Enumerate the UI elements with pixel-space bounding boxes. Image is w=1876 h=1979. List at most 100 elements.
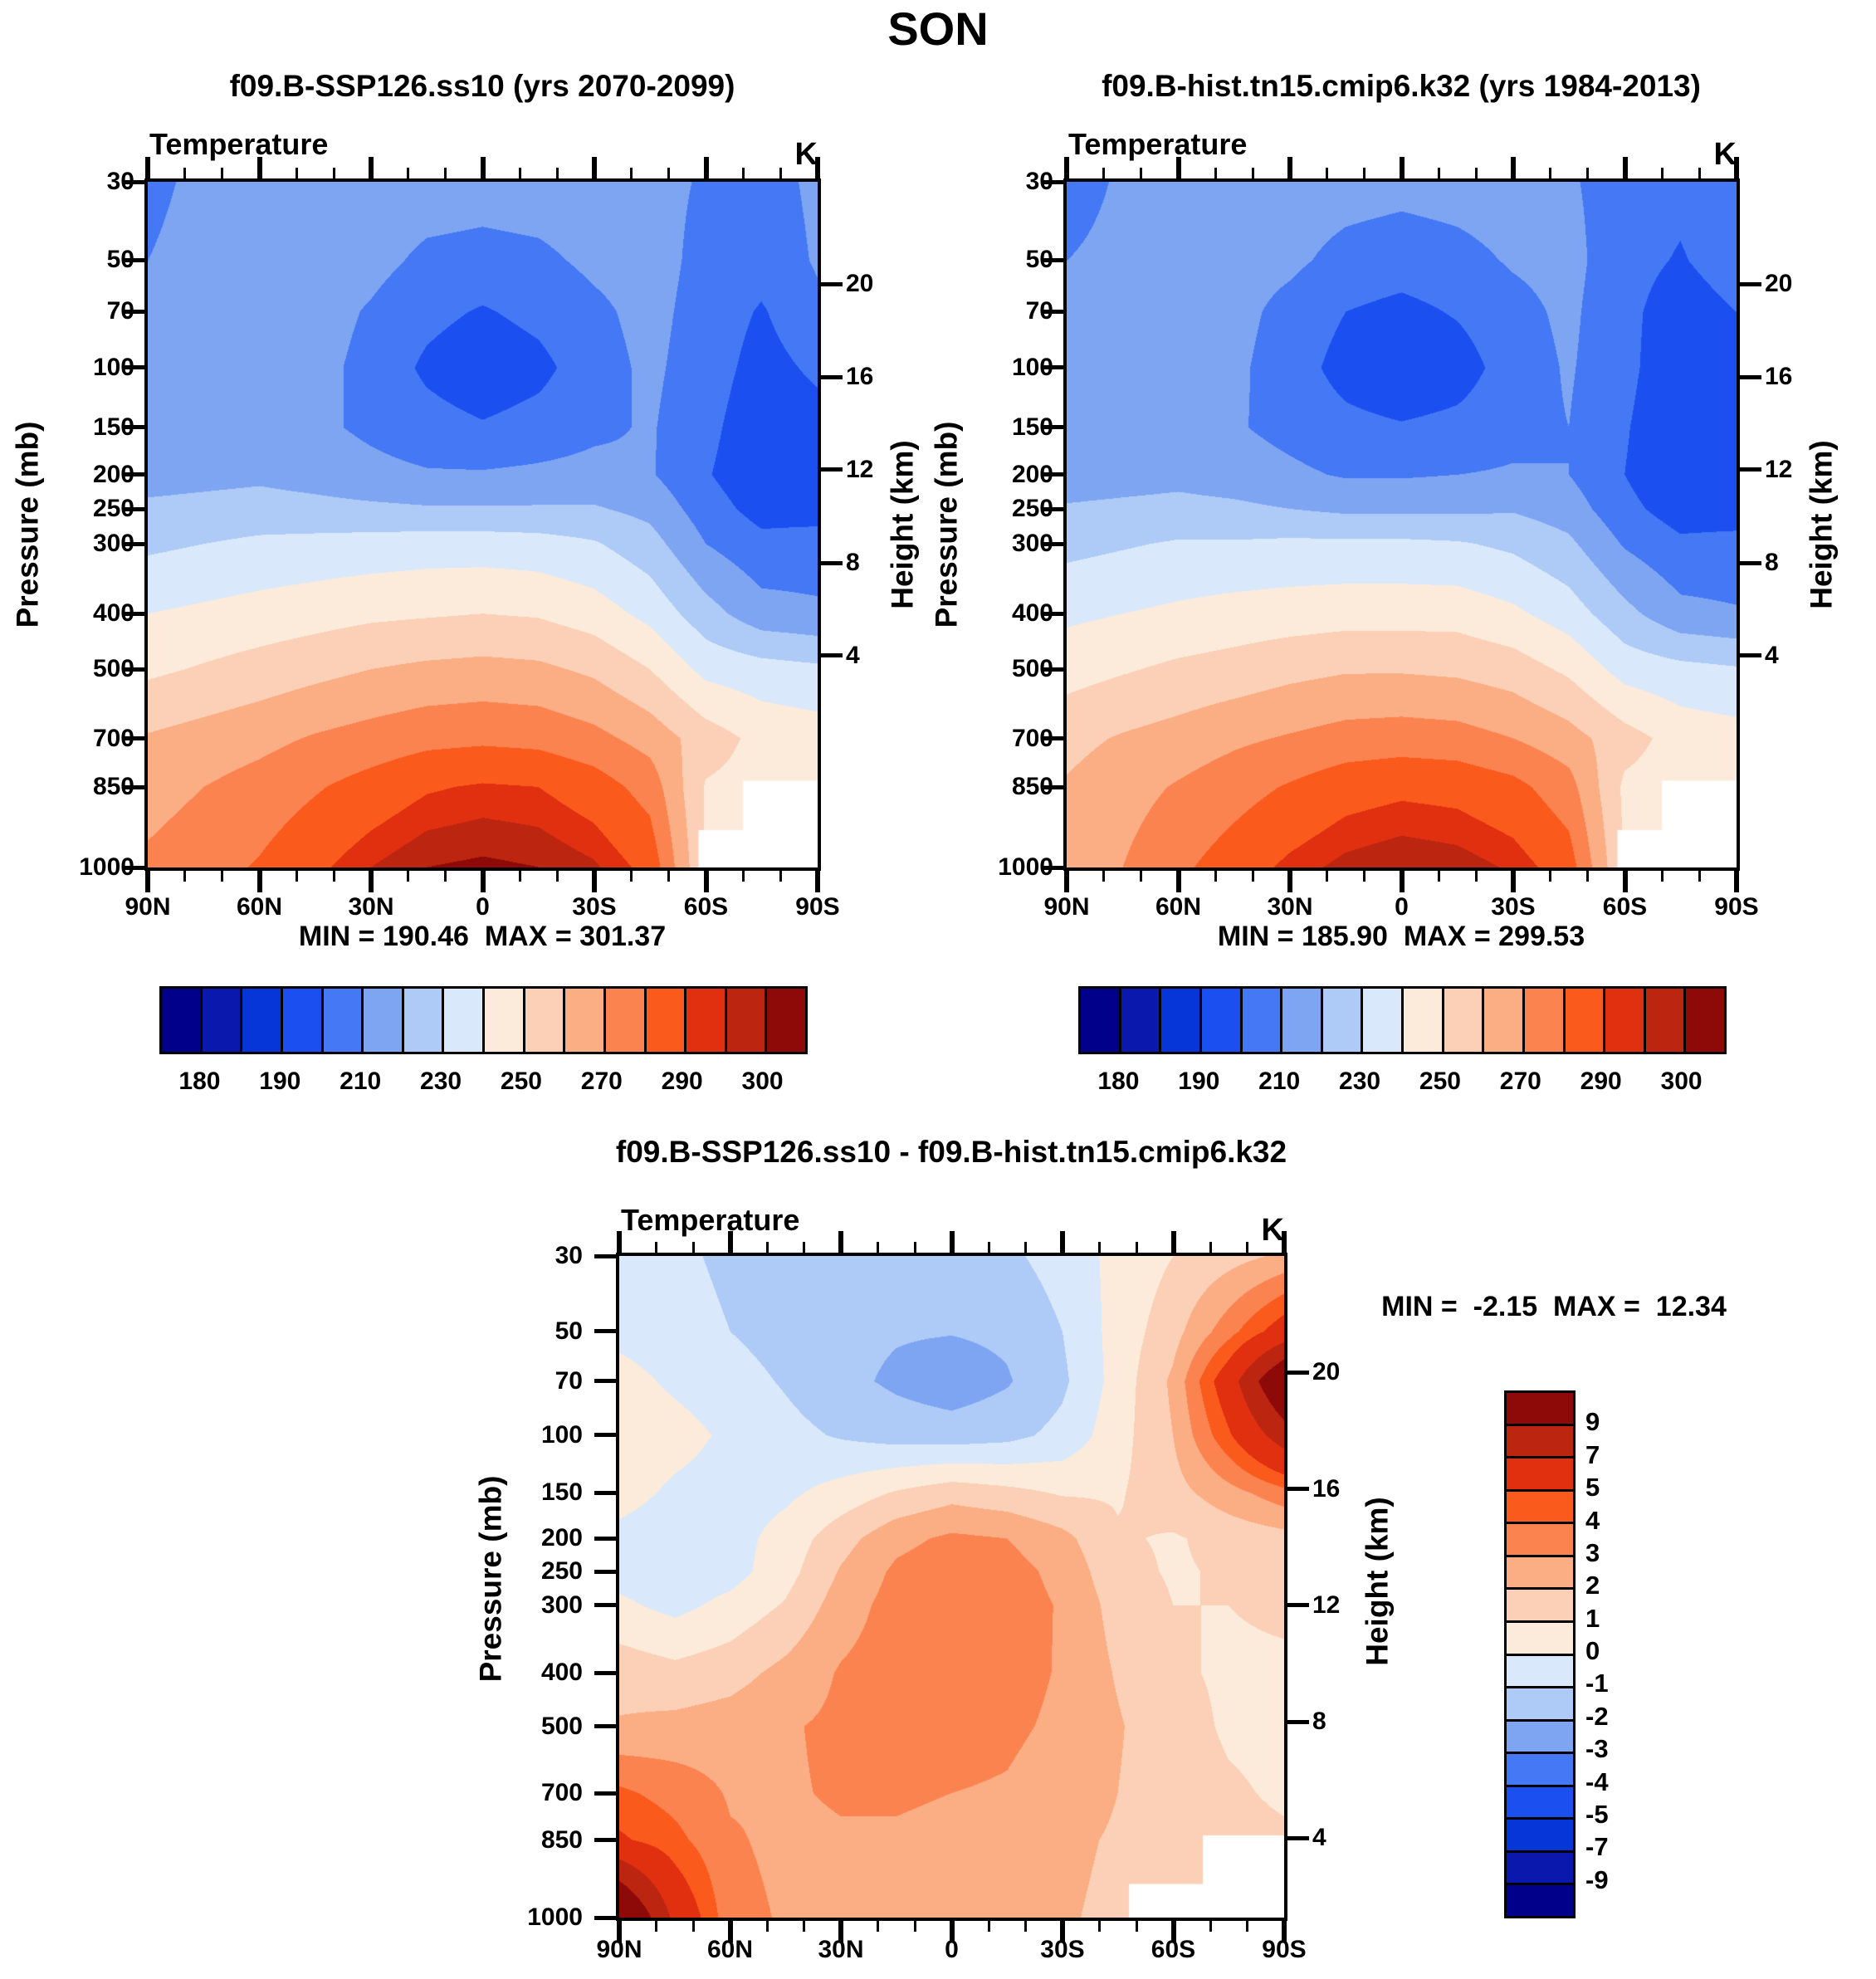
x-axis-tick xyxy=(1549,871,1552,882)
x-tick-label: 60S xyxy=(683,893,729,921)
x-axis-tick xyxy=(480,871,486,892)
colorbar-cell xyxy=(1322,989,1364,1052)
height-tick-label: 8 xyxy=(1765,549,1779,577)
height-tick xyxy=(1740,374,1761,379)
pressure-axis-label-hist: Pressure (mb) xyxy=(929,421,964,628)
colorbar-cell xyxy=(1524,989,1566,1052)
colorbar-cell xyxy=(1121,989,1162,1052)
x-axis-tick xyxy=(765,1242,769,1253)
colorbar-cell xyxy=(1444,989,1485,1052)
pressure-tick xyxy=(594,1329,616,1334)
colorbar-cell xyxy=(1507,1459,1573,1492)
x-axis-tick xyxy=(1175,871,1181,892)
height-tick-label: 20 xyxy=(846,270,874,298)
x-axis-tick xyxy=(407,871,410,882)
x-axis-tick xyxy=(667,168,671,178)
x-axis-tick xyxy=(949,1921,955,1942)
colorbar-cell xyxy=(403,989,445,1052)
season-title: SON xyxy=(887,2,989,55)
units-label-hist: K xyxy=(1713,137,1737,172)
colorbar-tick-label: 9 xyxy=(1585,1407,1600,1437)
x-axis-tick xyxy=(221,871,224,882)
x-tick-label: 90N xyxy=(1043,893,1090,921)
colorbar-tick-label: -3 xyxy=(1585,1734,1609,1764)
x-axis-tick xyxy=(592,157,597,178)
pressure-tick xyxy=(1042,506,1063,511)
colorbar-cell xyxy=(767,989,805,1052)
x-axis-tick xyxy=(913,1242,916,1253)
pressure-tick xyxy=(594,1670,616,1675)
colorbar-cell xyxy=(605,989,647,1052)
colorbar-cell xyxy=(1507,1688,1573,1722)
x-axis-tick xyxy=(1734,871,1739,892)
x-axis-tick xyxy=(815,157,820,178)
pressure-tick xyxy=(123,179,144,184)
x-axis-tick xyxy=(1474,871,1478,882)
x-axis-tick xyxy=(1326,871,1329,882)
colorbar-tick-label: -9 xyxy=(1585,1864,1609,1894)
pressure-tick xyxy=(1042,611,1063,616)
pressure-tick-label: 300 xyxy=(540,1591,583,1619)
x-axis-tick xyxy=(1098,1921,1101,1932)
pressure-tick-label: 400 xyxy=(1011,599,1053,628)
colorbar-cell xyxy=(1507,1885,1573,1916)
pressure-tick-label: 250 xyxy=(1011,495,1053,522)
var-label-ssp: Temperature xyxy=(149,127,329,161)
x-tick-label: 30S xyxy=(572,893,617,921)
x-axis-tick xyxy=(1170,1921,1176,1942)
pressure-tick xyxy=(1042,365,1063,370)
x-axis-tick xyxy=(803,1242,805,1253)
height-tick-label: 16 xyxy=(846,363,874,391)
colorbar-tick-label: 290 xyxy=(661,1068,703,1095)
pressure-tick-label: 700 xyxy=(1011,724,1053,752)
x-tick-label: 90S xyxy=(1714,893,1759,921)
x-axis-tick xyxy=(407,168,410,178)
x-axis-tick xyxy=(1209,1242,1212,1253)
x-axis-tick xyxy=(1622,157,1628,178)
colorbar-cell xyxy=(726,989,768,1052)
x-axis-tick xyxy=(1064,157,1069,178)
x-axis-tick xyxy=(1363,871,1366,882)
pressure-tick xyxy=(123,736,144,741)
colorbar-tick-label: -5 xyxy=(1585,1799,1609,1829)
x-axis-tick xyxy=(1698,168,1701,178)
x-tick-label: 0 xyxy=(945,1936,959,1963)
x-tick-label: 60N xyxy=(1155,893,1202,921)
colorbar-tick-label: 4 xyxy=(1585,1505,1600,1535)
colorbar-tick-label: 250 xyxy=(1419,1068,1461,1095)
height-tick xyxy=(1287,1603,1309,1608)
height-tick xyxy=(821,374,843,379)
x-axis-tick xyxy=(444,168,447,178)
x-axis-tick xyxy=(815,871,820,892)
height-tick xyxy=(1740,560,1761,565)
pressure-tick xyxy=(594,1915,616,1920)
pressure-tick xyxy=(594,1838,616,1843)
x-axis-tick xyxy=(630,871,633,882)
pressure-tick xyxy=(594,1536,616,1541)
x-axis-tick xyxy=(1024,1921,1027,1932)
pressure-tick-label: 30 xyxy=(106,168,134,195)
colorbar-cell xyxy=(1201,989,1243,1052)
x-axis-tick xyxy=(256,157,262,178)
var-label-hist: Temperature xyxy=(1068,127,1248,161)
x-axis-tick xyxy=(1586,871,1590,882)
height-tick xyxy=(1740,281,1761,286)
panel-title-diff: f09.B-SSP126.ss10 - f09.B-hist.tn15.cmip… xyxy=(615,1135,1287,1169)
x-axis-tick xyxy=(1287,871,1292,892)
height-tick-label: 12 xyxy=(846,455,874,483)
pressure-tick-label: 500 xyxy=(540,1712,583,1740)
x-axis-tick xyxy=(987,1921,990,1932)
colorbar-cell xyxy=(1081,989,1121,1052)
x-axis-tick xyxy=(1140,168,1143,178)
colorbar-cell xyxy=(364,989,404,1052)
x-axis-tick xyxy=(183,871,187,882)
pressure-tick-label: 1000 xyxy=(527,1903,583,1931)
pressure-tick-label: 70 xyxy=(1025,297,1053,325)
pressure-tick-label: 850 xyxy=(92,773,134,801)
x-axis-tick xyxy=(765,1921,769,1932)
pressure-tick-label: 200 xyxy=(92,460,134,488)
height-tick xyxy=(1287,1835,1309,1840)
colorbar-cell xyxy=(525,989,566,1052)
pressure-tick xyxy=(1042,179,1063,184)
pressure-tick-label: 1000 xyxy=(998,853,1053,881)
